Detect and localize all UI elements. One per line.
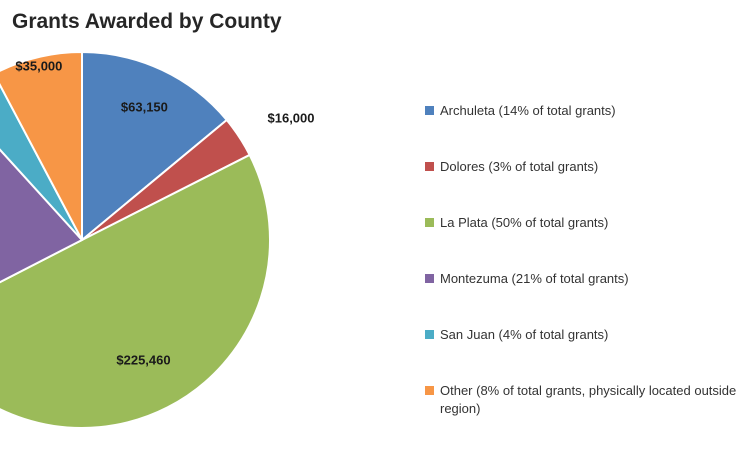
legend-swatch xyxy=(425,218,434,227)
pie-slice-other xyxy=(0,50,83,241)
legend-label: San Juan (4% of total grants) xyxy=(440,327,609,342)
legend-item-montezuma: Montezuma (21% of total grants) xyxy=(425,270,750,288)
legend-swatch xyxy=(425,330,434,339)
legend-item-san-juan: San Juan (4% of total grants) xyxy=(425,326,750,344)
data-label-archuleta: $63,150 xyxy=(121,99,168,114)
data-label-dolores: $16,000 xyxy=(268,110,315,125)
legend-item-other: Other (8% of total grants, physically lo… xyxy=(425,382,750,418)
data-label-la-plata: $225,460 xyxy=(116,353,170,368)
legend-swatch xyxy=(425,386,434,395)
pie-slice-la-plata xyxy=(0,153,271,429)
chart-title: Grants Awarded by County xyxy=(12,10,282,33)
pie-slice-archuleta xyxy=(81,50,229,243)
legend-label: Archuleta (14% of total grants) xyxy=(440,103,616,118)
legend-swatch xyxy=(425,106,434,115)
legend-label: Montezuma (21% of total grants) xyxy=(440,271,629,286)
legend-swatch xyxy=(425,274,434,283)
legend-item-dolores: Dolores (3% of total grants) xyxy=(425,158,750,176)
legend-label: Dolores (3% of total grants) xyxy=(440,159,599,174)
pie-slice-montezuma xyxy=(0,148,84,284)
legend-label: La Plata (50% of total grants) xyxy=(440,215,609,230)
legend-swatch xyxy=(425,162,434,171)
legend-item-archuleta: Archuleta (14% of total grants) xyxy=(425,102,750,120)
legend-item-la-plata: La Plata (50% of total grants) xyxy=(425,214,750,232)
data-label-other: $35,000 xyxy=(15,59,62,74)
legend-label: Other (8% of total grants, physically lo… xyxy=(440,383,737,416)
